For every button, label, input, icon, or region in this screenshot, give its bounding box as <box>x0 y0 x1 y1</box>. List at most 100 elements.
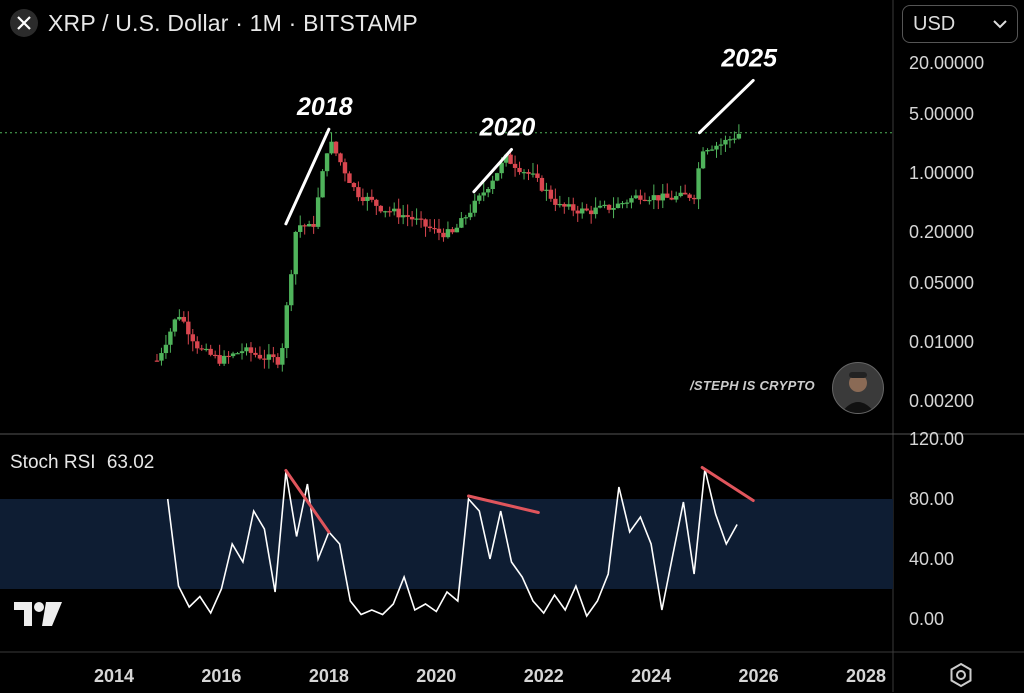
settings-gear-icon[interactable] <box>948 662 974 693</box>
candle-body <box>682 192 688 195</box>
candle-body <box>423 219 428 227</box>
stoch-tick-label: 120.00 <box>909 429 964 449</box>
candle-body <box>199 348 204 350</box>
candle-body <box>521 172 527 174</box>
x-logo-icon[interactable] <box>10 9 38 37</box>
candle-body <box>369 196 375 200</box>
candle-body <box>418 218 424 220</box>
annotation-line <box>697 78 755 135</box>
candle-body <box>486 189 491 193</box>
candle-body <box>459 218 464 228</box>
candle-body <box>597 205 603 208</box>
candle-body <box>553 198 558 205</box>
candle-body <box>674 196 679 200</box>
candle-body <box>284 305 289 349</box>
candle-body <box>333 141 339 154</box>
candle-body <box>168 331 173 345</box>
candle-body <box>638 195 643 200</box>
price-tick-label: 0.05000 <box>909 273 974 293</box>
candle-body <box>732 138 737 140</box>
watermark-text: /STEPH IS CRYPTO <box>690 378 815 393</box>
stoch-band <box>0 499 893 589</box>
candle-body <box>620 203 625 205</box>
candle-body <box>172 319 178 332</box>
candle-body <box>454 227 460 233</box>
candle-body <box>691 197 697 200</box>
candle-body <box>727 139 733 141</box>
price-tick-label: 0.20000 <box>909 222 974 242</box>
candle-body <box>427 226 433 229</box>
candle-body <box>212 354 218 357</box>
price-tick-label: 5.00000 <box>909 104 974 124</box>
candle-body <box>186 321 191 335</box>
candle-body <box>687 194 692 198</box>
currency-select[interactable]: USD <box>902 5 1018 43</box>
currency-value: USD <box>913 12 956 35</box>
candle-body <box>593 207 598 215</box>
chevron-down-icon <box>993 20 1007 29</box>
time-tick-label: 2024 <box>631 666 671 686</box>
candle-body <box>580 208 585 214</box>
candle-body <box>665 193 670 198</box>
candle-body <box>257 354 263 359</box>
candle-body <box>239 351 245 354</box>
stoch-tick-label: 40.00 <box>909 549 954 569</box>
candle-body <box>535 173 540 178</box>
candle-body <box>360 197 366 201</box>
candle-body <box>472 200 477 213</box>
candle-body <box>374 199 379 206</box>
candle-body <box>566 204 571 207</box>
time-tick-label: 2020 <box>416 666 456 686</box>
time-tick-label: 2018 <box>309 666 349 686</box>
candle-body <box>544 189 549 191</box>
avatar <box>832 362 884 414</box>
candle-body <box>338 153 343 163</box>
candle-body <box>624 202 630 204</box>
candle-body <box>298 225 303 232</box>
annotation-label: 2018 <box>296 93 353 121</box>
candle-body <box>445 229 451 238</box>
divergence-trendline <box>284 469 331 534</box>
candle-body <box>253 352 258 355</box>
candle-body <box>414 218 419 220</box>
time-tick-label: 2022 <box>524 666 564 686</box>
candle-body <box>588 210 594 215</box>
time-tick-label: 2014 <box>94 666 134 686</box>
header: XRP / U.S. Dollar · 1M · BITSTAMP <box>10 6 418 40</box>
divergence-trendline <box>700 466 755 502</box>
candle-body <box>262 358 267 360</box>
candle-body <box>723 139 728 145</box>
candle-body <box>230 353 236 357</box>
candle-body <box>306 224 312 227</box>
candle-body <box>539 177 545 191</box>
stoch-rsi-title: Stoch RSI <box>10 452 96 473</box>
candle-body <box>584 208 589 211</box>
candle-body <box>271 354 276 358</box>
candle-body <box>660 193 665 201</box>
candle-body <box>736 133 742 139</box>
candle-body <box>315 197 321 227</box>
annotation-line <box>284 127 331 226</box>
annotation-line <box>472 147 513 194</box>
candle-body <box>562 204 567 207</box>
candle-body <box>342 162 348 174</box>
candle-body <box>235 353 240 355</box>
candle-body <box>503 154 509 163</box>
candle-body <box>557 204 563 206</box>
price-tick-label: 0.00200 <box>909 391 974 411</box>
candle-body <box>575 210 580 214</box>
candle-body <box>463 217 469 219</box>
candle-body <box>289 274 294 306</box>
candle-body <box>526 172 531 174</box>
annotation-label: 2025 <box>720 44 778 72</box>
candle-body <box>678 192 683 197</box>
symbol-title: XRP / U.S. Dollar · 1M · BITSTAMP <box>48 9 418 36</box>
candle-body <box>611 208 616 210</box>
candle-body <box>490 180 495 190</box>
candle-body <box>177 316 182 320</box>
candle-body <box>405 215 410 217</box>
candle-body <box>311 224 316 227</box>
candle-body <box>468 212 473 218</box>
annotation-label: 2020 <box>479 113 536 141</box>
candle-body <box>629 198 634 203</box>
